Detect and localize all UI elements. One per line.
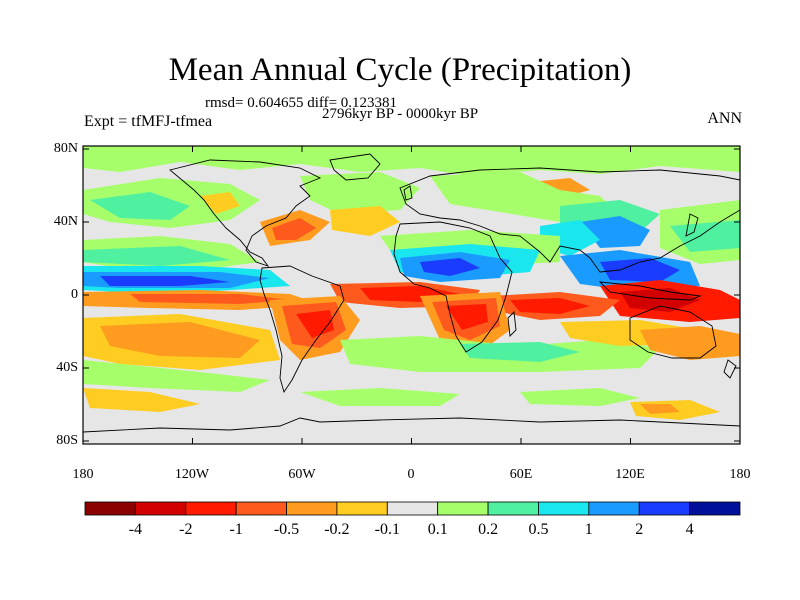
time-period: 2796kyr BP - 0000kyr BP (322, 106, 479, 122)
lon-label-180e: 180 (729, 467, 751, 482)
southern-africa-darkred (446, 304, 488, 330)
indonesia-outline (598, 281, 702, 301)
pacific-itcz-darkblue (100, 276, 230, 286)
north-america-outline (169, 159, 322, 267)
colorbar-label-0: -4 (128, 521, 143, 538)
uk-outline (403, 185, 413, 201)
maritime-darkred (620, 288, 700, 312)
lon-label-120w: 120W (174, 467, 210, 482)
pacific-equator-red (130, 294, 290, 304)
maritime-darkblue (600, 258, 680, 282)
continent-outlines (83, 153, 740, 433)
colorbar-swatch-12 (689, 501, 741, 516)
east-pacific-cyan (83, 246, 230, 266)
colorbar-label-1: -2 (179, 521, 193, 538)
lon-ticks (82, 146, 741, 444)
colorbar-swatch-7 (437, 501, 489, 516)
greenland-outline (329, 153, 381, 181)
west-pacific-yellow (200, 192, 240, 214)
colorbar (84, 501, 741, 516)
southern-ocean-green-2 (520, 388, 640, 406)
southern-ocean-green (300, 388, 460, 406)
sahel-dark-blue (420, 258, 480, 276)
lon-label-120e: 120E (615, 467, 645, 482)
colorbar-label-9: 1 (584, 521, 593, 538)
arctic-positive-band-2 (300, 150, 460, 164)
season-label: ANN (707, 110, 742, 127)
colorbar-label-7: 0.2 (478, 521, 499, 538)
new-zealand-outline (723, 359, 737, 379)
antarctica-outline (83, 417, 740, 433)
lon-label-0: 0 (407, 467, 415, 482)
eurasia-outline (399, 167, 740, 273)
africa-outline (393, 221, 513, 353)
indian-ocean-red (510, 298, 590, 314)
madagascar-outline (507, 311, 517, 337)
colorbar-label-8: 0.5 (528, 521, 549, 538)
colorbar-swatch-4 (286, 501, 338, 516)
anomaly-field (83, 146, 740, 420)
experiment-label: Expt = tfMFJ-tfmea (84, 113, 213, 130)
lon-label-180w: 180 (72, 467, 94, 482)
lon-label-60w: 60W (288, 467, 316, 482)
south-pacific-orange (100, 322, 260, 358)
south-atlantic-cyan (460, 342, 580, 362)
north-pacific-cyan (90, 192, 190, 220)
southern-ocean-orange (640, 404, 680, 414)
south-america-darkred (296, 310, 334, 338)
colorbar-swatch-10 (588, 501, 640, 516)
colorbar-swatch-11 (638, 501, 691, 516)
colorbar-label-6: 0.1 (427, 521, 448, 538)
north-atlantic-green (300, 172, 420, 214)
southern-ocean-yellow (83, 388, 200, 412)
lat-label-40s: 40S (56, 360, 78, 375)
colorbar-label-5: -0.1 (374, 521, 400, 538)
australia-orange (640, 326, 740, 360)
lon-label-60e: 60E (509, 467, 533, 482)
colorbar-label-10: 2 (635, 521, 644, 538)
subtropical-atlantic-yellow (330, 206, 400, 236)
rmsd-diff-stats: rmsd= 0.604655 diff= 0.123381 (205, 95, 398, 111)
colorbar-label-3: -0.5 (273, 521, 300, 538)
map-title: Mean Annual Cycle (Precipitation) (168, 52, 632, 88)
colorbar-swatch-1 (134, 501, 187, 516)
lat-label-80s: 80S (56, 433, 78, 448)
south-america-outline (259, 265, 345, 394)
colorbar-swatch-5 (336, 501, 388, 516)
colorbar-label-4: -0.2 (324, 521, 350, 538)
lat-label-0: 0 (71, 287, 78, 302)
lat-label-80n: 80N (53, 141, 78, 156)
colorbar-label-11: 4 (685, 521, 694, 538)
lat-ticks (83, 148, 740, 442)
colorbar-swatch-9 (538, 501, 590, 516)
colorbar-swatch-8 (487, 501, 539, 516)
gulf-stream-red (272, 218, 316, 240)
colorbar-label-2: -1 (229, 521, 243, 538)
colorbar-swatch-0 (84, 501, 136, 516)
australia-outline (629, 305, 717, 359)
lat-label-40n: 40N (53, 214, 78, 229)
south-pacific-green (83, 360, 270, 392)
colorbar-swatch-3 (235, 501, 287, 516)
colorbar-swatch-6 (386, 501, 439, 516)
japan-outline (685, 213, 699, 237)
colorbar-swatch-2 (185, 501, 237, 516)
